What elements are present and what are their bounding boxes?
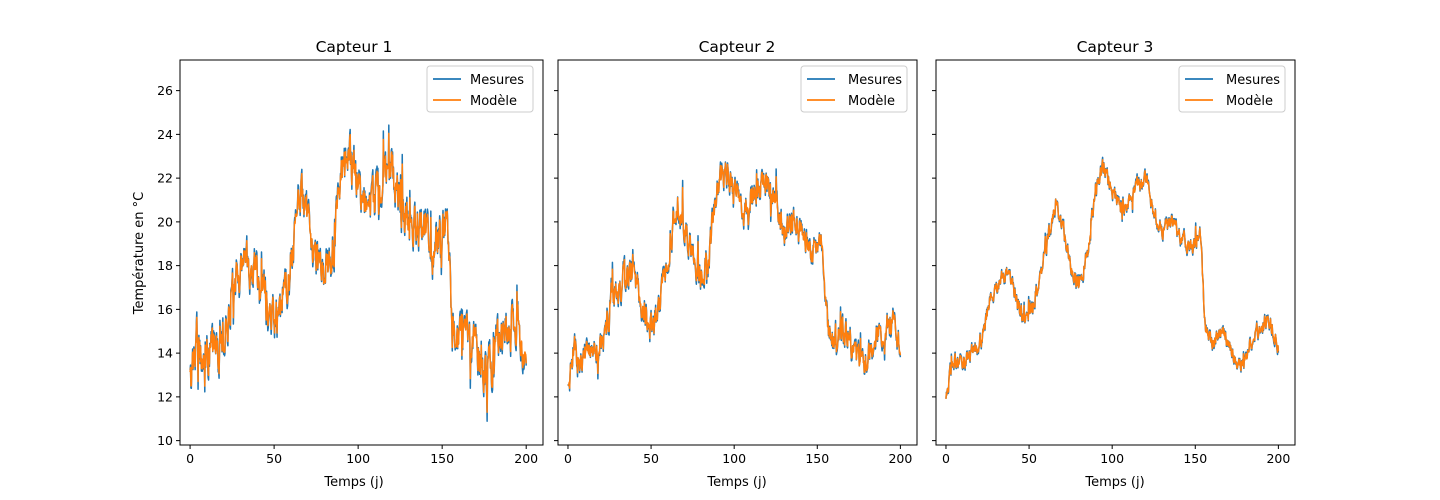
y-tick-label: 26 [157,83,173,98]
panel-title: Capteur 2 [699,38,776,56]
y-tick-label: 14 [157,346,173,361]
legend-label-mesures: Mesures [470,73,524,88]
plot-area [189,124,527,422]
x-tick-label: 100 [722,451,746,466]
panel-capteur-1: Capteur 1 Temps (j) 0 50 100 150 200 10 12 14 16… [157,38,544,490]
series-line-modele [189,132,527,413]
series-line-modele [945,158,1280,399]
panel-title: Capteur 1 [316,38,393,56]
x-tick-label: 200 [1266,451,1290,466]
legend-label-mesures: Mesures [1226,73,1280,88]
x-axis-label: Temps (j) [1084,475,1144,490]
x-axis-label: Temps (j) [323,475,383,490]
plot-area [945,156,1280,399]
x-tick-label: 100 [1100,451,1124,466]
x-tick-label: 150 [805,451,829,466]
legend-label-mesures: Mesures [848,73,902,88]
x-tick-label: 100 [346,451,370,466]
legend-label-modele: Modèle [848,94,895,109]
x-tick-label: 0 [942,451,950,466]
legend-label-modele: Modèle [1226,94,1273,109]
panel-capteur-2: Capteur 2 Temps (j) 0 50 100 150 200 Mesures M… [554,38,918,490]
legend [800,65,908,113]
axes-frame [935,59,1296,446]
shared-y-axis-label: Température en °C [132,192,147,315]
y-tick-label: 12 [157,389,173,404]
plot-area [567,161,902,392]
series-line-modele [567,162,902,390]
legend [426,65,534,113]
x-tick-label: 200 [888,451,912,466]
legend [1178,65,1286,113]
x-tick-label: 150 [1183,451,1207,466]
panel-title: Capteur 3 [1077,38,1154,56]
y-tick-label: 20 [157,214,173,229]
legend-label-modele: Modèle [470,94,517,109]
x-tick-label: 50 [1021,451,1037,466]
y-tick-label: 24 [157,127,173,142]
y-tick-label: 10 [157,433,173,448]
axes-frame [557,59,918,446]
axes-frame [179,59,544,446]
x-tick-label: 150 [430,451,454,466]
panel-capteur-3: Capteur 3 Temps (j) 0 50 100 150 200 Mesures M… [932,38,1296,490]
y-tick-label: 22 [157,171,173,186]
x-tick-label: 0 [564,451,572,466]
x-axis-label: Temps (j) [706,475,766,490]
y-tick-label: 18 [157,258,173,273]
y-tick-label: 16 [157,302,173,317]
x-tick-label: 50 [643,451,659,466]
x-tick-label: 0 [186,451,194,466]
x-tick-label: 200 [514,451,538,466]
x-tick-label: 50 [266,451,282,466]
